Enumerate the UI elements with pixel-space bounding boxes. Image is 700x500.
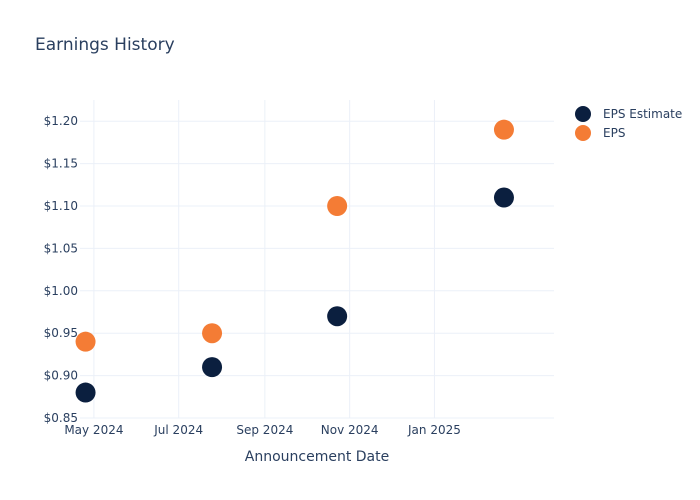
y-tick-label: $1.15 [44,157,78,171]
y-axis: $0.85 $0.90 $0.95 $1.00 $1.05 $1.10 $1.15 $1.20 [44,114,78,425]
eps-estimate-point[interactable] [202,357,223,378]
chart-title: Earnings History [35,35,175,55]
x-tick-label: Jul 2024 [153,423,203,437]
x-tick-label: Sep 2024 [236,423,293,437]
x-tick-label: Nov 2024 [321,423,379,437]
legend-label[interactable]: EPS Estimate [603,107,682,121]
data-points [75,119,514,403]
y-tick-label: $0.90 [44,369,78,383]
eps-point[interactable] [493,119,514,140]
legend-marker [575,125,591,141]
y-tick-label: $1.05 [44,241,78,255]
legend[interactable]: EPS Estimate EPS [575,106,682,141]
grid [80,100,554,419]
eps-estimate-point[interactable] [327,306,348,327]
y-tick-label: $0.85 [44,411,78,425]
legend-label[interactable]: EPS [603,126,625,140]
y-tick-label: $1.10 [44,199,78,213]
eps-point[interactable] [75,331,96,352]
x-tick-label: May 2024 [64,423,123,437]
y-tick-label: $0.95 [44,326,78,340]
x-tick-label: Jan 2025 [407,423,461,437]
x-axis: May 2024 Jul 2024 Sep 2024 Nov 2024 Jan 2025 [64,423,461,437]
eps-point[interactable] [202,323,223,344]
y-tick-label: $1.20 [44,114,78,128]
x-axis-label: Announcement Date [245,449,389,465]
legend-marker [575,106,591,122]
eps-point[interactable] [327,196,348,216]
eps-estimate-point[interactable] [493,187,514,208]
y-tick-label: $1.00 [44,284,78,298]
eps-estimate-point[interactable] [75,382,96,403]
